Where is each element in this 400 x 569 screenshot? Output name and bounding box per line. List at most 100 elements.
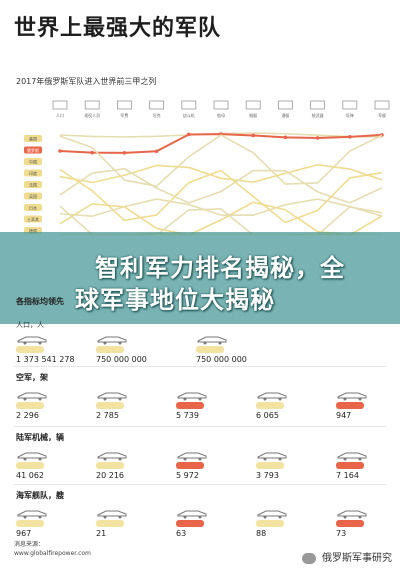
stat-cell: 7 164 <box>336 446 400 486</box>
category-icon: 人口 <box>52 100 68 118</box>
category-label: 坦克 <box>153 112 161 118</box>
country-tag <box>24 146 42 154</box>
stat-cell: 2 296 <box>16 386 106 426</box>
stat-cell: 73 <box>336 504 400 544</box>
people-icon <box>16 330 50 346</box>
country-point <box>315 136 320 140</box>
apc-icon <box>96 446 130 462</box>
stat-tag <box>336 402 364 409</box>
fighter-icon <box>96 386 130 402</box>
category-label: 军费 <box>120 112 128 118</box>
stat-cell: 2 785 <box>96 386 186 426</box>
section-divider <box>14 484 386 485</box>
category-icon: 潜艇 <box>277 100 293 118</box>
section-divider <box>14 426 386 427</box>
category-icon: 核武器 <box>310 100 326 118</box>
category-label: 现役人员 <box>84 112 100 118</box>
carrier-icon <box>96 504 130 520</box>
category-icon: 军费 <box>117 100 132 118</box>
country-line <box>59 198 383 218</box>
stat-value: 88 <box>256 529 267 538</box>
transport-icon <box>256 386 290 402</box>
category-icon: 军舰 <box>374 100 390 118</box>
stat-value: 967 <box>16 529 32 538</box>
country-label: 印度 <box>29 170 37 176</box>
stat-value: 7 164 <box>336 471 359 480</box>
stat-tag <box>336 520 364 527</box>
stat-tag <box>176 402 204 409</box>
category-label: 潜艇 <box>281 112 289 118</box>
artillery-icon <box>176 446 210 462</box>
country-point <box>122 151 127 155</box>
stat-tag <box>96 346 124 353</box>
stat-cell: 20 216 <box>96 446 186 486</box>
footer-brand-text: 俄罗斯军事研究 <box>322 553 392 564</box>
country-line <box>59 201 383 235</box>
submarine-icon <box>336 504 370 520</box>
section-divider <box>14 366 386 367</box>
stat-tag <box>256 402 284 409</box>
rocket-icon <box>256 446 290 462</box>
country-line <box>59 167 383 204</box>
section-title: 空军，架 <box>16 373 48 382</box>
country-tag <box>24 158 42 165</box>
headline-line1: 智利军力排名揭秘，全 <box>95 254 345 282</box>
stat-value: 3 793 <box>256 471 279 480</box>
category-icon: 现役人员 <box>84 100 100 118</box>
stat-tag <box>16 520 44 527</box>
stat-value: 750 000 000 <box>196 355 247 364</box>
stat-value: 2 785 <box>96 411 119 420</box>
country-label: 土耳其 <box>27 216 39 222</box>
country-line <box>59 163 383 184</box>
stat-value: 2 296 <box>16 411 39 420</box>
destroyer-icon <box>176 504 210 520</box>
country-label: 俄罗斯 <box>27 147 39 153</box>
country-point <box>58 149 62 153</box>
stat-tag <box>336 462 364 469</box>
country-point <box>187 132 191 137</box>
stat-tag <box>16 402 44 409</box>
country-line <box>59 134 383 187</box>
category-icon: 舰艇 <box>245 100 261 118</box>
country-point <box>251 133 255 138</box>
stat-value: 5 739 <box>176 411 199 420</box>
stat-cell: 41 062 <box>16 446 106 486</box>
wechat-icon <box>301 552 316 564</box>
stat-value: 750 000 000 <box>96 355 147 364</box>
country-tag <box>24 169 42 177</box>
tank-icon <box>16 446 50 462</box>
section-subtitle: 人口，人 <box>16 321 44 329</box>
category-label: 航母 <box>217 112 225 118</box>
country-tag <box>24 192 42 200</box>
country-tag <box>24 135 42 142</box>
plane-icon <box>16 386 50 402</box>
stat-value: 1 373 541 278 <box>16 355 75 364</box>
country-point <box>154 149 159 154</box>
country-label: 英国 <box>29 193 37 199</box>
country-label: 法国 <box>29 182 37 188</box>
headline-overlay <box>0 232 400 324</box>
footer-source: 消息来源： www.globalfirepower.com <box>14 540 91 558</box>
country-label: 日本 <box>29 205 37 211</box>
stat-value: 63 <box>176 529 187 538</box>
stat-cell: 5 972 <box>176 446 266 486</box>
stat-tag <box>176 462 204 469</box>
country-label: 美国 <box>29 136 37 142</box>
country-tag <box>24 181 42 188</box>
category-label: 导弹 <box>346 112 354 118</box>
stat-tag <box>16 462 44 469</box>
stat-cell: 967 <box>16 504 106 544</box>
launcher-icon <box>336 446 370 462</box>
attack-icon <box>176 386 210 402</box>
ship-icon <box>16 504 50 520</box>
stat-tag <box>176 520 204 527</box>
footer-source-url: www.globalfirepower.com <box>14 550 91 557</box>
stat-value: 6 065 <box>256 411 279 420</box>
footer-brand: 俄罗斯军事研究 <box>301 549 392 564</box>
section-title: 陆军机械，辆 <box>16 433 64 442</box>
category-label: 人口 <box>56 113 64 118</box>
stat-value: 5 972 <box>176 471 199 480</box>
category-icon: 战斗机 <box>181 100 197 118</box>
helicopter-icon <box>336 386 370 402</box>
stat-tag <box>96 520 124 527</box>
